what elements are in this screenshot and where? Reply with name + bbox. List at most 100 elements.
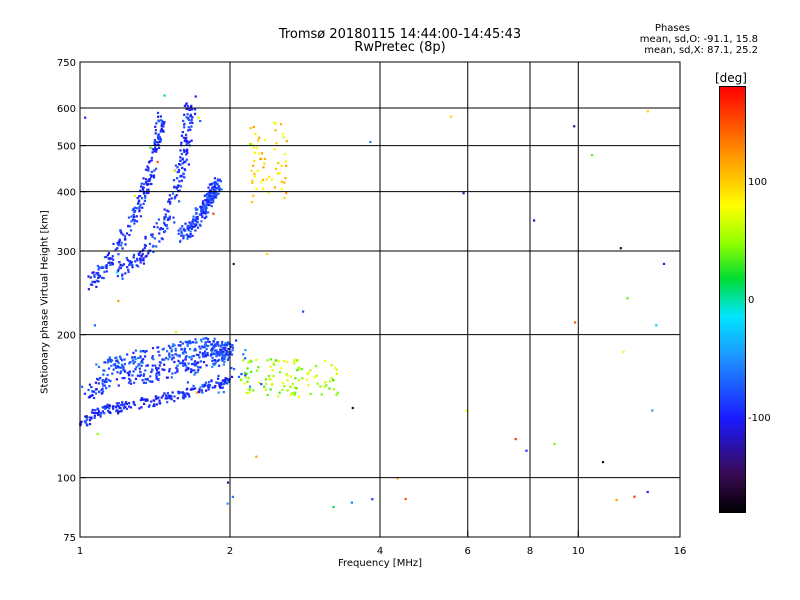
echo-point [190, 225, 193, 228]
echo-point [290, 392, 294, 395]
echo-point [89, 394, 92, 397]
echo-point [160, 119, 163, 122]
echo-point [198, 351, 202, 354]
echo-point [199, 386, 202, 389]
echo-point [203, 217, 206, 220]
echo-point [100, 412, 103, 415]
echo-point [404, 497, 407, 501]
echo-point [178, 200, 181, 203]
echo-point [144, 195, 147, 198]
echo-point [139, 189, 142, 192]
phases-heading: Phases [654, 23, 690, 34]
echo-point [153, 146, 157, 150]
echo-point [185, 392, 188, 395]
echo-point [133, 218, 136, 221]
echo-point [137, 265, 140, 268]
echo-point [120, 232, 123, 235]
echo-point [210, 347, 213, 350]
echo-point [275, 142, 278, 145]
echo-point [158, 402, 162, 405]
echo-point [186, 105, 189, 108]
echo-point [102, 373, 105, 376]
echo-point [249, 127, 252, 130]
echo-point [189, 128, 192, 131]
echo-point [227, 353, 230, 356]
echo-point [189, 342, 192, 345]
echo-point [161, 394, 165, 397]
echo-point [84, 421, 87, 424]
echo-point [217, 374, 220, 377]
echo-point [116, 404, 119, 407]
echo-point [140, 182, 143, 185]
echo-point [294, 391, 297, 394]
echo-point [194, 95, 197, 98]
echo-point [213, 196, 216, 199]
echo-point [213, 186, 216, 189]
echo-point [251, 179, 254, 182]
echo-point [118, 266, 121, 269]
echo-point [121, 274, 124, 277]
echo-point [101, 276, 104, 279]
echo-point [240, 379, 243, 382]
echo-point [206, 193, 209, 196]
echo-point [109, 379, 112, 383]
echo-point [277, 162, 280, 165]
echo-point [93, 414, 96, 417]
echo-point [177, 344, 180, 347]
echo-point [107, 367, 111, 370]
echo-point [186, 113, 189, 116]
echo-point [95, 272, 98, 275]
echo-point [574, 321, 577, 324]
echo-point [314, 365, 318, 368]
echo-point [269, 358, 272, 361]
echo-point [231, 344, 234, 347]
echo-point [210, 182, 213, 185]
echo-point [132, 402, 135, 405]
echo-point [217, 358, 221, 361]
echo-point [155, 150, 158, 153]
echo-point [211, 386, 214, 389]
echo-point [95, 279, 98, 282]
echo-point [191, 108, 194, 111]
echo-point [186, 151, 189, 154]
echo-point [211, 353, 214, 356]
echo-point [204, 199, 207, 202]
echo-point [250, 201, 254, 204]
echo-point [330, 377, 333, 380]
echo-point [248, 391, 251, 394]
echo-point [179, 239, 182, 242]
echo-point [182, 359, 185, 362]
echo-point [143, 246, 146, 249]
echo-point [141, 206, 144, 209]
echo-point [177, 359, 180, 362]
echo-point [146, 378, 149, 381]
echo-point [154, 396, 157, 399]
echo-point [197, 361, 200, 364]
echo-point [151, 235, 154, 239]
echo-point [324, 360, 327, 363]
echo-point [112, 407, 115, 410]
echo-point [87, 275, 90, 278]
echo-point [168, 352, 171, 355]
echo-point [207, 388, 210, 391]
echo-point [230, 366, 233, 370]
echo-point [171, 354, 174, 357]
echo-point [185, 133, 188, 136]
echo-point [120, 403, 123, 406]
echo-point [192, 354, 195, 358]
echo-point [193, 219, 196, 222]
echo-point [191, 220, 194, 223]
echo-point [213, 337, 216, 340]
echo-point [147, 191, 150, 194]
echo-point [293, 386, 296, 389]
echo-point [89, 283, 92, 286]
echo-point [210, 379, 213, 382]
echo-point [179, 344, 182, 347]
echo-point [147, 188, 150, 191]
echo-point [215, 353, 218, 356]
echo-point [190, 358, 193, 361]
echo-point [187, 129, 190, 132]
echo-point [165, 394, 168, 397]
echo-point [132, 213, 135, 216]
echo-point [88, 419, 91, 422]
